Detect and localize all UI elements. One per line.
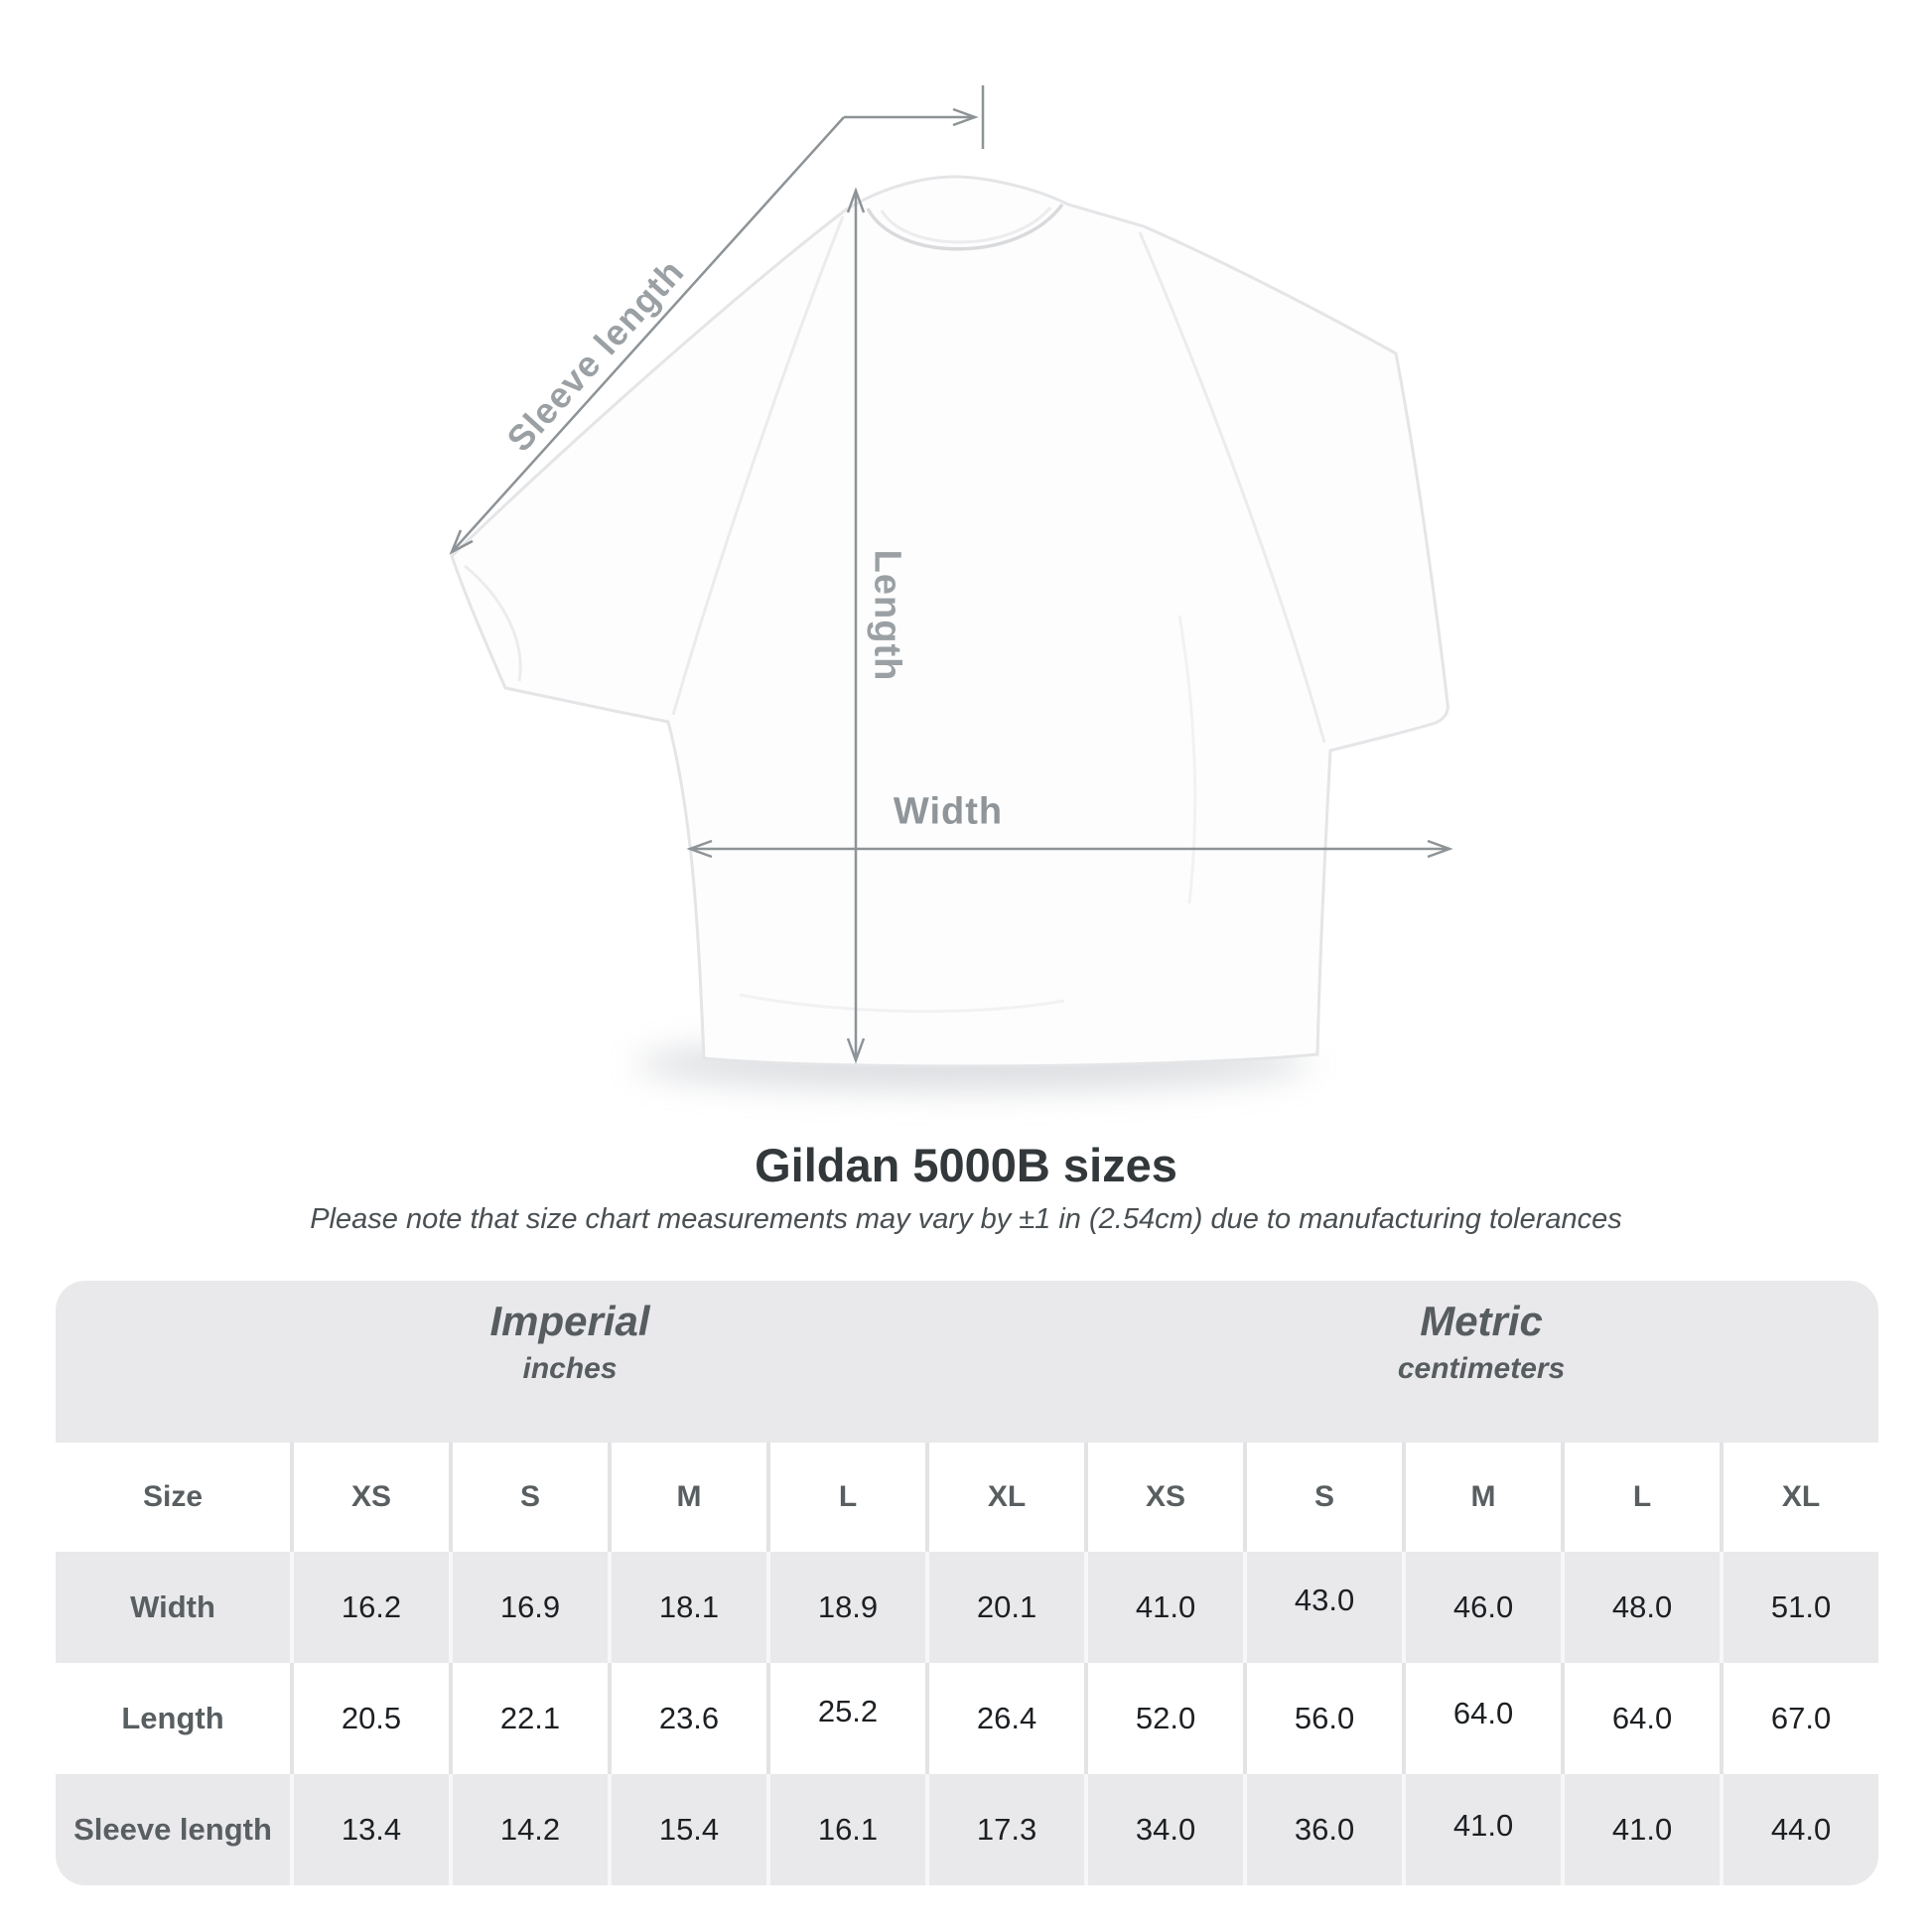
collar-inner-line	[880, 207, 1052, 244]
value-cell: 52.0	[1084, 1663, 1244, 1774]
value-cell: 46.0	[1402, 1552, 1562, 1663]
metric-size-header: XS	[1084, 1443, 1244, 1552]
value-cell: 44.0	[1720, 1774, 1878, 1885]
table-row-width: Width 16.2 16.9 18.1 18.9 20.1 41.0 43.0…	[56, 1552, 1878, 1663]
imperial-size-header: L	[766, 1443, 925, 1552]
table-row-length: Length 20.5 22.1 23.6 25.2 26.4 52.0 56.…	[56, 1663, 1878, 1774]
hem-wrinkle	[739, 993, 1065, 1014]
value-cell: 17.3	[925, 1774, 1085, 1885]
value-cell: 34.0	[1084, 1774, 1244, 1885]
left-sleeve-seam	[671, 215, 845, 716]
value-cell: 16.1	[766, 1774, 925, 1885]
table-row-sleeve-length: Sleeve length 13.4 14.2 15.4 16.1 17.3 3…	[56, 1774, 1878, 1885]
metric-group-sublabel: centimeters	[1397, 1352, 1566, 1385]
value-cell: 14.2	[449, 1774, 608, 1885]
value-cell: 64.0	[1561, 1663, 1721, 1774]
value-cell: 41.0	[1084, 1552, 1244, 1663]
value-cell: 15.4	[608, 1774, 766, 1885]
metric-size-header: XL	[1720, 1443, 1878, 1552]
imperial-size-header: XL	[925, 1443, 1085, 1552]
value-cell: 16.9	[449, 1552, 608, 1663]
body-wrinkle	[1177, 615, 1197, 904]
imperial-size-header: XS	[290, 1443, 449, 1552]
value-cell: 64.0	[1402, 1663, 1562, 1774]
size-table-container: Imperial inches Metric centimeters Size …	[56, 1281, 1878, 1885]
size-column-header: Size	[56, 1443, 290, 1552]
imperial-group-header: Imperial inches	[56, 1281, 1085, 1443]
metric-size-header: S	[1243, 1443, 1403, 1552]
value-cell: 25.2	[766, 1663, 925, 1774]
value-cell: 43.0	[1243, 1552, 1403, 1663]
size-header-row: Size XS S M L XL XS S M L XL	[56, 1443, 1878, 1552]
value-cell: 18.9	[766, 1552, 925, 1663]
value-cell: 56.0	[1243, 1663, 1403, 1774]
sleeve-length-arrow	[449, 85, 985, 555]
value-cell: 20.5	[290, 1663, 449, 1774]
tshirt-shape	[450, 175, 1449, 1068]
value-cell: 41.0	[1402, 1774, 1562, 1885]
page-title: Gildan 5000B sizes	[755, 1139, 1177, 1191]
metric-group-header: Metric centimeters	[1084, 1281, 1878, 1443]
metric-group-label: Metric	[1420, 1298, 1543, 1344]
metric-size-header: L	[1561, 1443, 1721, 1552]
row-label: Width	[56, 1552, 290, 1663]
tolerance-note: Please note that size chart measurements…	[310, 1203, 1622, 1235]
width-label: Width	[893, 790, 1004, 833]
value-cell: 20.1	[925, 1552, 1085, 1663]
tshirt-measurement-diagram: Sleeve length Length Width	[449, 85, 1453, 1090]
value-cell: 26.4	[925, 1663, 1085, 1774]
value-cell: 16.2	[290, 1552, 449, 1663]
value-cell: 13.4	[290, 1774, 449, 1885]
value-cell: 48.0	[1561, 1552, 1721, 1663]
imperial-size-header: S	[449, 1443, 608, 1552]
imperial-size-header: M	[608, 1443, 766, 1552]
left-cuff-line	[464, 564, 522, 682]
value-cell: 23.6	[608, 1663, 766, 1774]
value-cell: 67.0	[1720, 1663, 1878, 1774]
size-table: Imperial inches Metric centimeters Size …	[56, 1281, 1878, 1885]
metric-size-header: M	[1402, 1443, 1562, 1552]
value-cell: 22.1	[449, 1663, 608, 1774]
value-cell: 36.0	[1243, 1774, 1403, 1885]
tshirt-illustration	[449, 85, 1453, 1068]
dimension-arrows	[449, 85, 1453, 1064]
width-arrow	[686, 839, 1453, 859]
row-label: Sleeve length	[56, 1774, 290, 1885]
imperial-group-label: Imperial	[489, 1298, 650, 1344]
unit-group-header-row: Imperial inches Metric centimeters	[56, 1281, 1878, 1443]
collar-outer-line	[866, 203, 1064, 251]
value-cell: 18.1	[608, 1552, 766, 1663]
row-label: Length	[56, 1663, 290, 1774]
length-arrow	[846, 187, 866, 1064]
value-cell: 41.0	[1561, 1774, 1721, 1885]
value-cell: 51.0	[1720, 1552, 1878, 1663]
length-label: Length	[866, 549, 908, 682]
right-sleeve-seam	[1138, 231, 1326, 744]
imperial-group-sublabel: inches	[522, 1352, 618, 1385]
